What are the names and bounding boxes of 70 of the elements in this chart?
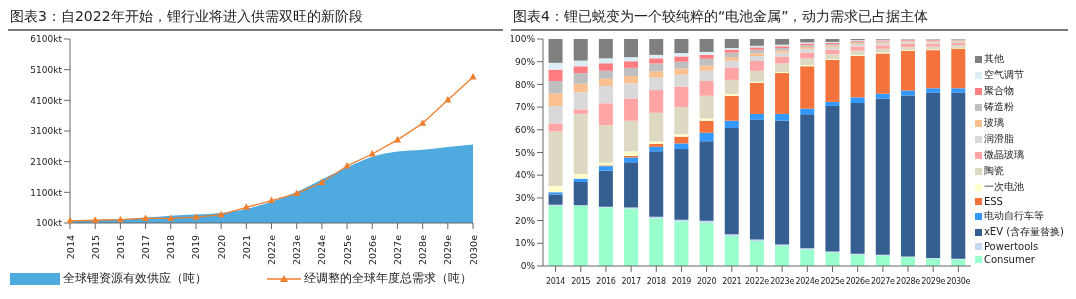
- x-tick-label: 2020: [697, 277, 717, 286]
- y-tick-label: 80%: [514, 79, 536, 90]
- y-tick-label: 2100kt: [30, 156, 63, 167]
- y-tick-label: 70%: [514, 102, 536, 113]
- x-tick-label: 2014: [546, 277, 566, 286]
- x-tick-label: 2029e: [442, 234, 454, 266]
- x-tick-label: 2028e: [417, 234, 429, 266]
- legend-label: 润滑脂: [983, 132, 1014, 146]
- y-tick-label: 60%: [514, 125, 536, 135]
- x-tick-label: 2022e: [745, 277, 770, 286]
- x-tick-label: 2022e: [266, 234, 277, 266]
- y-tick-label: 10%: [514, 238, 536, 249]
- x-tick-label: 2018: [165, 235, 177, 260]
- chart-title: 图表4：锂已蜕变为一个较纯粹的“电池金属”，动力需求已占据主体: [511, 8, 1068, 31]
- x-tick-label: 2014: [64, 235, 76, 260]
- x-tick-label: 2023e: [770, 277, 795, 286]
- x-tick-label: 2029e: [921, 277, 946, 286]
- legend-label: xEV (含存量替换): [983, 225, 1064, 239]
- legend-label: Consumer: [983, 254, 1035, 265]
- legend-label: 经调整的全球年度总需求（吨）: [303, 271, 472, 286]
- legend-label: 铸造粉: [983, 100, 1014, 114]
- x-tick-label: 2015: [89, 235, 101, 260]
- x-tick-label: 2017: [140, 235, 152, 260]
- y-tick-label: 20%: [514, 215, 536, 226]
- x-tick-label: 2030e: [467, 234, 479, 266]
- legend-label: 电动自行车等: [983, 209, 1044, 223]
- x-tick-label: 2017: [621, 277, 641, 286]
- x-tick-label: 2026e: [845, 277, 870, 286]
- x-tick-label: 2023e: [291, 234, 303, 266]
- y-tick-label: 6100kt: [30, 34, 63, 45]
- legend-label: ESS: [983, 196, 1003, 207]
- y-tick-label: 1100kt: [30, 187, 63, 198]
- legend-label: 聚合物: [983, 84, 1014, 98]
- x-tick-label: 2018: [646, 277, 667, 286]
- x-tick-label: 2020: [215, 235, 227, 260]
- legend-label: 一次电池: [983, 180, 1024, 194]
- legend-label: 空气调节: [983, 68, 1024, 82]
- y-tick-label: 50%: [514, 147, 536, 158]
- x-tick-label: 2025e: [341, 234, 353, 266]
- x-tick-label: 2027e: [870, 277, 896, 286]
- x-tick-label: 2027e: [391, 234, 403, 266]
- legend-label: 微晶玻璃: [983, 148, 1024, 162]
- y-tick-label: 90%: [514, 56, 536, 67]
- y-tick-label: 5100kt: [30, 64, 63, 75]
- y-tick-label: 0%: [520, 261, 536, 272]
- y-tick-label: 30%: [514, 193, 536, 204]
- y-tick-label: 100kt: [36, 218, 63, 229]
- y-tick-label: 3100kt: [30, 126, 63, 137]
- x-tick-label: 2024e: [316, 234, 328, 266]
- x-tick-label: 2025e: [820, 277, 845, 286]
- x-tick-label: 2019: [190, 235, 202, 260]
- legend-label: 陶瓷: [983, 164, 1004, 178]
- y-tick-label: 100%: [509, 34, 536, 45]
- x-tick-label: 2021: [240, 235, 252, 260]
- legend-label: 玻璃: [983, 116, 1004, 130]
- legend-label: Powertools: [983, 241, 1039, 252]
- x-tick-label: 2019: [671, 277, 692, 286]
- x-tick-label: 2024e: [795, 277, 820, 286]
- y-tick-label: 4100kt: [30, 95, 63, 106]
- legend-label: 全球锂资源有效供应（吨）: [62, 271, 207, 286]
- y-tick-label: 40%: [514, 170, 536, 181]
- x-tick-label: 2016: [114, 235, 126, 260]
- x-tick-label: 2016: [596, 277, 616, 286]
- x-tick-label: 2028e: [896, 277, 921, 286]
- x-tick-label: 2015: [571, 277, 591, 286]
- legend-label: 其他: [983, 52, 1004, 66]
- x-tick-label: 2021: [722, 277, 742, 286]
- x-tick-label: 2026e: [366, 234, 378, 266]
- chart-title: 图表3：自2022年开始，锂行业将进入供需双旺的新阶段: [8, 8, 503, 31]
- x-tick-label: 2030e: [946, 277, 971, 286]
